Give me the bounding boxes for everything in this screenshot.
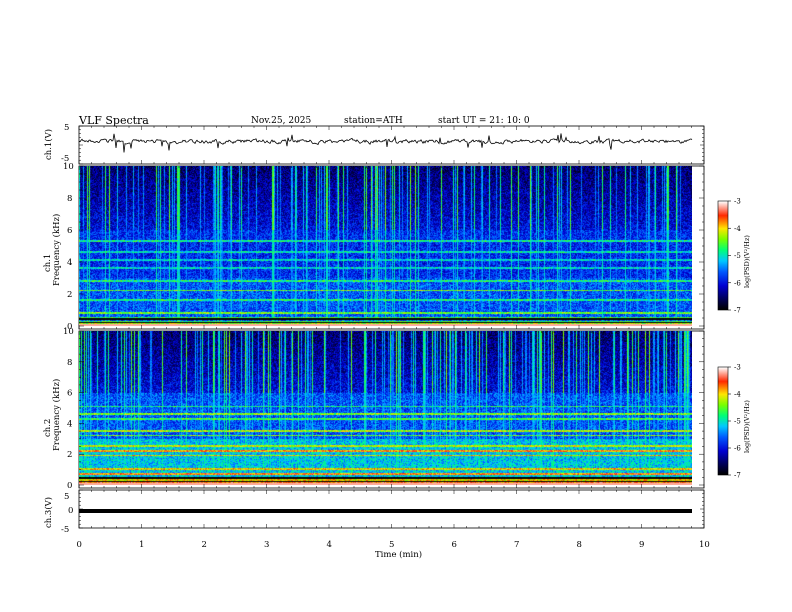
ch2-colorbar-ticks: -3 -4 -5 -6 -7 (728, 364, 741, 480)
ch1-voltage-trace (78, 133, 693, 153)
ch1-colorbar-tick-label: -4 (734, 225, 741, 233)
x-tick-label: 8 (577, 540, 582, 550)
x-tick-label: 9 (639, 540, 644, 550)
ch1-ylabel: ch.1(V) (43, 129, 54, 160)
freq-tick-label: 10 (63, 327, 74, 337)
x-tick-label: 4 (327, 540, 332, 550)
x-tick-label: 2 (202, 540, 207, 550)
x-axis-label: Time (min) (375, 549, 422, 560)
ch2-colorbar-tick-label: -4 (734, 391, 741, 399)
freq-tick-label: 6 (67, 389, 72, 399)
axis-ticks (78, 125, 705, 529)
freq-tick-label: 4 (67, 419, 72, 429)
freq-tick-label: 8 (67, 194, 72, 204)
freq-tick-label: 6 (67, 226, 72, 236)
ch2-freq-ytick-labels: 0 2 4 6 8 10 (63, 327, 74, 491)
x-tick-labels: 0 1 2 3 4 5 6 7 8 9 10 (77, 540, 710, 550)
x-tick-label: 10 (699, 540, 710, 550)
ch2-colorbar-tick-label: -3 (734, 364, 741, 372)
x-tick-label: 7 (514, 540, 519, 550)
freq-tick-label: 0 (67, 481, 72, 491)
ch3-ylabel: ch.3(V) (43, 497, 54, 528)
ch1-spectrogram-ylabel-line1: ch.1 (43, 254, 53, 272)
ch1-ytick-5: 5 (64, 123, 69, 133)
freq-tick-label: 10 (63, 162, 74, 172)
x-tick-label: 6 (452, 540, 457, 550)
start-time-label: start UT = 21: 10: 0 (438, 116, 530, 126)
ch3-ytick-5: 5 (64, 492, 69, 502)
ch3-voltage-trace (79, 509, 692, 513)
ch2-spectrogram-ylabel-line1: ch.2 (43, 419, 53, 437)
x-tick-label: 1 (139, 540, 144, 550)
ch2-spectrogram-image (79, 331, 692, 485)
ch2-colorbar-tick-label: -6 (734, 445, 741, 453)
ch2-colorbar-tick-label: -5 (734, 418, 741, 426)
x-tick-label: 3 (264, 540, 269, 550)
ch3-ytick-minus5: -5 (61, 525, 69, 535)
figure-title: VLF Spectra (78, 114, 149, 127)
ch3-ytick-0: 0 (68, 506, 73, 516)
ch2-colorbar (718, 367, 728, 475)
ch1-ytick-minus5: -5 (61, 154, 69, 164)
ch1-colorbar-ticks: -3 -4 -5 -6 -7 (728, 198, 741, 315)
ch1-colorbar-tick-label: -6 (734, 279, 741, 287)
ch2-spectrogram-ylabel-line2: Frequency (kHz) (51, 379, 62, 451)
freq-tick-label: 8 (67, 358, 72, 368)
x-tick-label: 5 (389, 540, 394, 550)
ch2-colorbar-label: log(PSD)(V²/Hz) (743, 400, 751, 453)
freq-tick-label: 4 (67, 258, 72, 268)
x-tick-label: 0 (77, 540, 82, 550)
station-label: station=ATH (344, 116, 403, 126)
freq-tick-label: 2 (67, 450, 72, 460)
ch1-colorbar-tick-label: -7 (734, 307, 741, 315)
freq-tick-label: 2 (67, 290, 72, 300)
ch1-colorbar (718, 201, 728, 310)
ch1-colorbar-label: log(PSD)(V²/Hz) (743, 235, 751, 288)
ch2-colorbar-tick-label: -7 (734, 472, 741, 480)
ch1-colorbar-tick-label: -3 (734, 198, 741, 206)
freq-tick-label: 0 (67, 322, 72, 332)
ch1-colorbar-tick-label: -5 (734, 252, 741, 260)
ch1-spectrogram-image (79, 166, 692, 326)
ch1-spectrogram-ylabel-line2: Frequency (kHz) (51, 214, 62, 286)
date-label: Nov.25, 2025 (251, 116, 312, 126)
ch1-freq-ytick-labels: 0 2 4 6 8 10 (63, 162, 74, 332)
